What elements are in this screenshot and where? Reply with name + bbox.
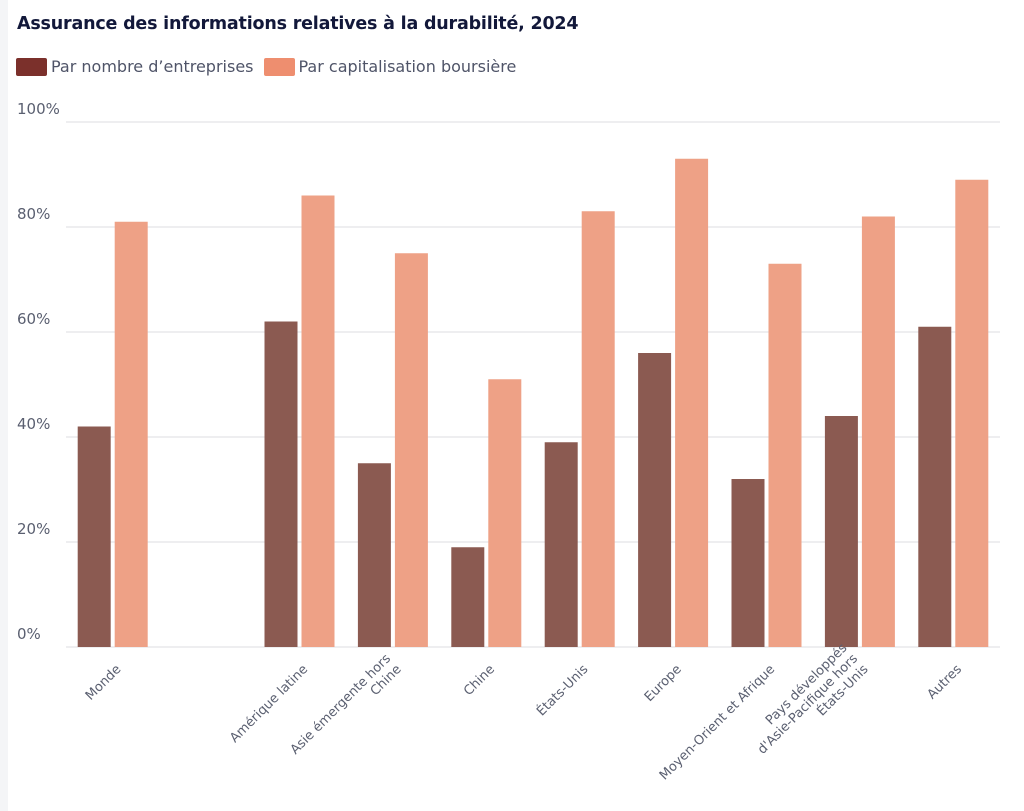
x-tick-label-line: Chine	[461, 662, 498, 699]
y-axis-ticks: 0% 20% 40% 60% 80% 100%	[17, 100, 60, 643]
bars	[77, 158, 989, 648]
y-tick-label: 20%	[17, 520, 50, 538]
bar-companies[interactable]	[544, 442, 578, 647]
bar-companies[interactable]	[638, 353, 672, 647]
x-tick-label: Chine	[461, 662, 498, 699]
gridlines	[66, 121, 1000, 648]
legend-label-companies: Par nombre d’entreprises	[51, 57, 254, 76]
bar-market-cap[interactable]	[768, 263, 802, 647]
bar-companies[interactable]	[731, 479, 765, 647]
legend-label-market-cap: Par capitalisation boursière	[298, 57, 517, 76]
bar-companies[interactable]	[918, 326, 952, 647]
bar-market-cap[interactable]	[581, 211, 615, 647]
x-tick-label: Autres	[925, 662, 966, 703]
bar-market-cap[interactable]	[955, 179, 989, 647]
y-tick-label: 0%	[17, 625, 41, 643]
x-tick-label: Europe	[642, 662, 685, 705]
x-tick-label: États-Unis	[533, 661, 591, 719]
legend-swatch-market-cap	[263, 57, 295, 76]
x-tick-label-line: Amérique latine	[227, 662, 311, 746]
y-tick-label: 100%	[17, 100, 60, 118]
legend-item-market-cap[interactable]: Par capitalisation boursière	[263, 57, 517, 76]
bar-companies[interactable]	[264, 321, 298, 648]
x-tick-label-line: Europe	[642, 662, 685, 705]
bar-market-cap[interactable]	[675, 158, 709, 647]
legend-item-companies[interactable]: Par nombre d’entreprises	[16, 57, 254, 76]
bar-market-cap[interactable]	[394, 253, 428, 647]
y-tick-label: 60%	[17, 310, 50, 328]
bar-companies[interactable]	[824, 416, 858, 647]
bar-market-cap[interactable]	[861, 216, 895, 648]
legend-swatch-companies	[16, 57, 47, 76]
x-tick-label-line: États-Unis	[533, 661, 591, 719]
page-edge	[0, 0, 8, 811]
legend: Par nombre d’entreprises Par capitalisat…	[16, 57, 526, 76]
bar-companies[interactable]	[451, 547, 485, 647]
bar-market-cap[interactable]	[488, 379, 522, 647]
bar-companies[interactable]	[357, 463, 391, 647]
x-tick-label: Amérique latine	[227, 662, 311, 746]
bar-companies[interactable]	[77, 426, 111, 648]
x-tick-label: Monde	[83, 662, 124, 703]
bar-market-cap[interactable]	[114, 221, 148, 647]
y-tick-label: 80%	[17, 205, 50, 223]
x-tick-label-line: Monde	[83, 662, 124, 703]
chart-title: Assurance des informations relatives à l…	[17, 14, 579, 34]
bar-market-cap[interactable]	[301, 195, 335, 648]
y-tick-label: 40%	[17, 415, 50, 433]
x-tick-label-line: Autres	[925, 662, 966, 703]
